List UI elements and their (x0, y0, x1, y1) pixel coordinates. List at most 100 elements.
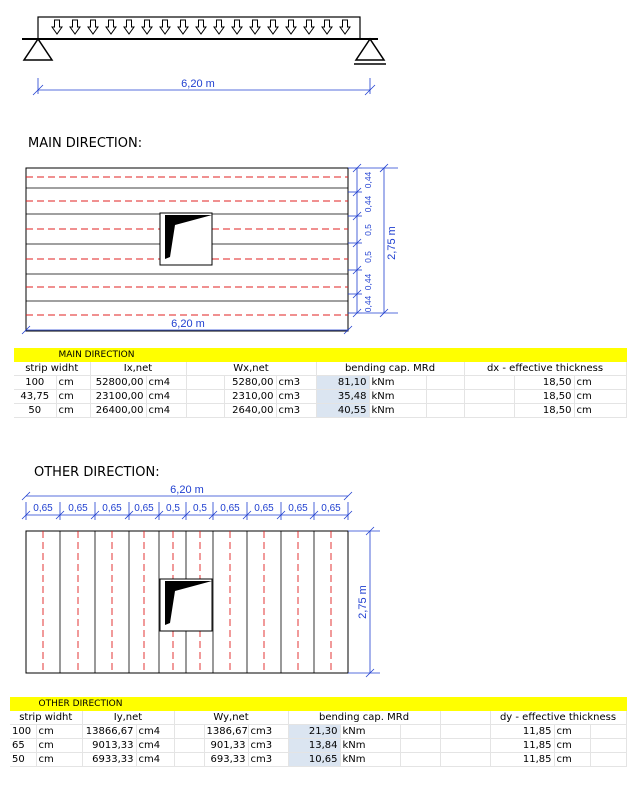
cell-thickness: 11,85 (490, 724, 555, 739)
strip-boundaries (26, 187, 348, 302)
main-height-label: 2,75 m (386, 226, 398, 260)
other-strip-label: 0,65 (288, 503, 308, 514)
cell-thickness: 18,50 (514, 403, 575, 418)
roller-support-right (354, 37, 386, 61)
cell-unit: cm3 (248, 738, 289, 753)
main-direction-heading: MAIN DIRECTION: (28, 136, 143, 151)
main-length-label: 6,20 m (171, 318, 205, 330)
cell-inertia: 26400,00 (90, 403, 147, 418)
cell-unit: cm3 (276, 389, 317, 404)
span-label: 6,20 m (181, 78, 215, 90)
cell-mrd: 21,30 (288, 724, 341, 739)
cell-unit: cm4 (136, 724, 175, 739)
other-direction-plan: 6,20 m 0,65 0,65 0,65 0,65 0,5 0,5 0,65 … (21, 484, 380, 678)
cell-inertia: 9013,33 (82, 738, 137, 753)
cell-unit: kNm (340, 724, 401, 739)
load-arrow (159, 19, 171, 35)
distributed-load-arrows (51, 19, 351, 35)
column-header: strip widht (14, 361, 91, 376)
table-row: 65 cm 9013,33 cm4 901,33 cm3 13,84 kNm 1… (10, 738, 627, 753)
strip-dimension-chain (348, 163, 362, 318)
cell-thickness: 11,85 (490, 752, 555, 767)
cell-unit: cm (36, 724, 83, 739)
column-header: dy - effective thickness (490, 710, 627, 725)
cell-width: 50 (14, 403, 57, 418)
opening-marker (165, 581, 212, 625)
table-title-row: MAIN DIRECTION (14, 348, 627, 362)
column-header: Wx,net (186, 361, 317, 376)
cell-unit: cm4 (146, 389, 187, 404)
cell-thickness: 11,85 (490, 738, 555, 753)
load-arrow (267, 19, 279, 35)
table-header-row: strip widht Ix,net Wx,net bending cap. M… (14, 361, 627, 376)
opening-marker (165, 215, 212, 259)
cell-unit: cm (56, 403, 91, 418)
cell-unit: cm4 (146, 403, 187, 418)
column-header: Iy,net (82, 710, 175, 725)
cell-modulus: 693,33 (204, 752, 249, 767)
other-direction-heading: OTHER DIRECTION: (34, 465, 160, 480)
load-arrow (195, 19, 207, 35)
cell-thickness: 18,50 (514, 389, 575, 404)
column-header: bending cap. MRd (316, 361, 465, 376)
strip-centerlines (26, 176, 348, 316)
column-header: Ix,net (90, 361, 187, 376)
table-title-row: OTHER DIRECTION (10, 697, 627, 711)
strip-dimension-chain (21, 502, 353, 520)
cell-mrd: 40,55 (316, 403, 370, 418)
load-arrow (321, 19, 333, 35)
other-strip-label: 0,65 (134, 503, 154, 514)
cell-unit: cm3 (248, 752, 289, 767)
load-arrow (285, 19, 297, 35)
cell-unit: kNm (340, 752, 401, 767)
column-header: strip widht (10, 710, 83, 725)
pin-support-left (22, 37, 54, 61)
cell-unit: cm (574, 403, 627, 418)
cell-width: 65 (10, 738, 37, 753)
cell-unit: cm3 (276, 375, 317, 390)
cell-unit: cm3 (248, 724, 289, 739)
cell-width: 100 (14, 375, 57, 390)
cell-unit: cm4 (136, 738, 175, 753)
column-header: dx - effective thickness (464, 361, 627, 376)
cell-thickness: 18,50 (514, 375, 575, 390)
other-direction-table: OTHER DIRECTION strip widht Iy,net Wy,ne… (10, 697, 627, 767)
cell-modulus: 5280,00 (224, 375, 277, 390)
load-arrow (69, 19, 81, 35)
cell-inertia: 6933,33 (82, 752, 137, 767)
main-direction-plan: 6,20 m 0,44 0,44 0,5 0,5 0,44 0,44 2,75 … (21, 163, 398, 335)
load-arrow (141, 19, 153, 35)
column-header: Wy,net (174, 710, 289, 725)
cell-unit: cm (554, 724, 591, 739)
other-strip-label: 0,5 (193, 503, 207, 514)
cell-unit: cm (56, 389, 91, 404)
load-arrow (339, 19, 351, 35)
other-length-label: 6,20 m (170, 484, 204, 496)
cell-width: 43,75 (14, 389, 57, 404)
main-strip-label: 0,44 (363, 295, 373, 312)
main-strip-label: 0,44 (363, 273, 373, 290)
load-arrow (231, 19, 243, 35)
cell-inertia: 13866,67 (82, 724, 137, 739)
other-strip-label: 0,5 (166, 503, 180, 514)
cell-mrd: 35,48 (316, 389, 370, 404)
cell-inertia: 23100,00 (90, 389, 147, 404)
height-dimension (362, 163, 398, 318)
load-arrow (213, 19, 225, 35)
column-header: bending cap. MRd (288, 710, 441, 725)
main-direction-table: MAIN DIRECTION strip widht Ix,net Wx,net… (14, 348, 627, 418)
cell-unit: cm (574, 375, 627, 390)
cell-unit: kNm (369, 375, 427, 390)
table-row: 50 cm 26400,00 cm4 2640,00 cm3 40,55 kNm… (14, 403, 627, 418)
load-arrow (303, 19, 315, 35)
cell-unit: cm4 (136, 752, 175, 767)
table-row: 43,75 cm 23100,00 cm4 2310,00 cm3 35,48 … (14, 389, 627, 404)
cell-inertia: 52800,00 (90, 375, 147, 390)
other-strip-label: 0,65 (254, 503, 274, 514)
cell-width: 50 (10, 752, 37, 767)
overall-length-dimension (21, 491, 353, 501)
load-arrow (105, 19, 117, 35)
cell-modulus: 2310,00 (224, 389, 277, 404)
table-header-row: strip widht Iy,net Wy,net bending cap. M… (10, 710, 627, 725)
table-title: MAIN DIRECTION (56, 348, 187, 362)
